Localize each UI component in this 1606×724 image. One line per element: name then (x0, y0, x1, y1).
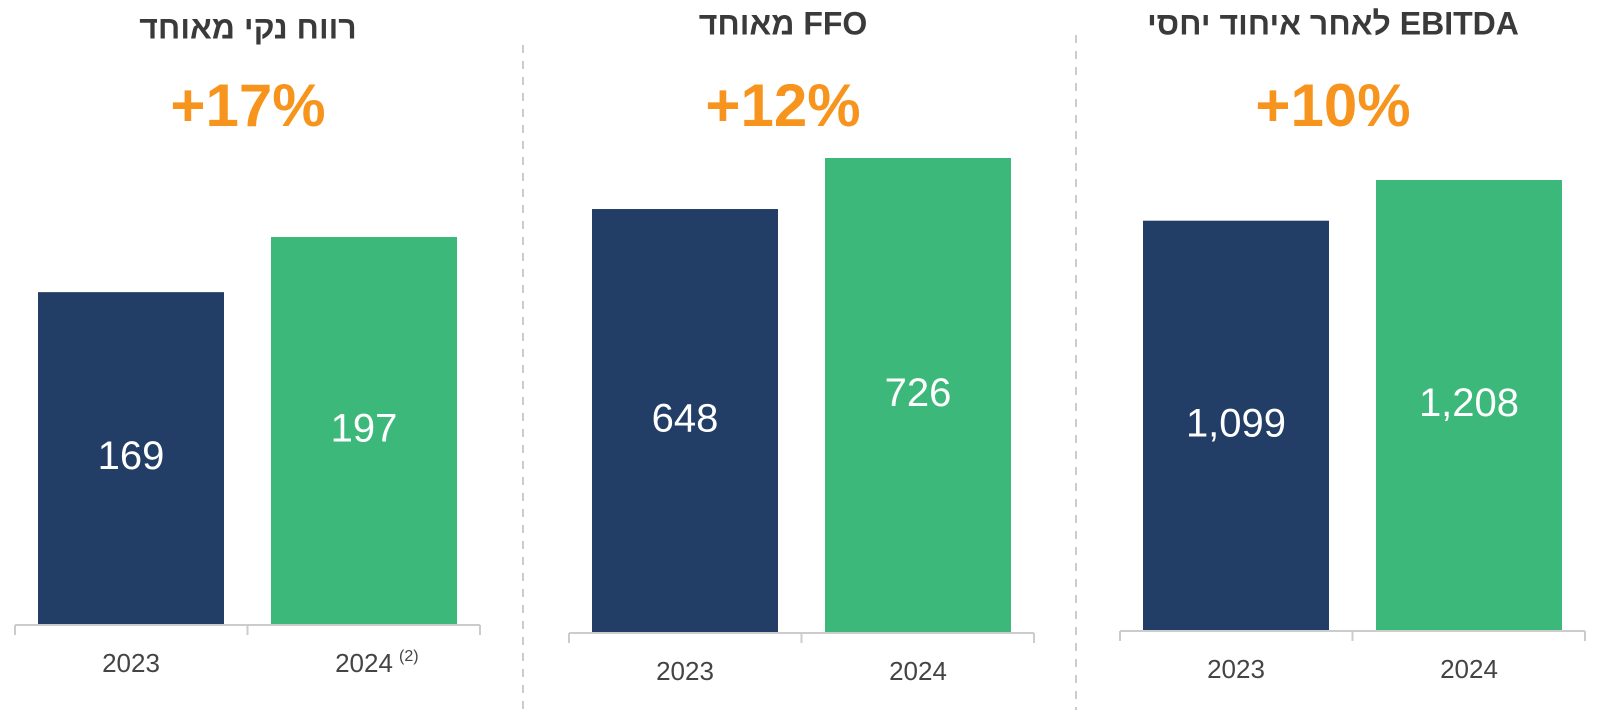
value-label: 1,208 (1419, 381, 1519, 425)
x-tick-label: 2024 (889, 656, 947, 686)
bar (1376, 180, 1562, 631)
value-label: 169 (98, 434, 165, 478)
x-tick-label: 2023 (656, 656, 714, 686)
bar (825, 158, 1011, 633)
footnote: (2) (399, 648, 419, 665)
x-tick-label: 2023 (102, 648, 160, 678)
x-tick-label: 2024 (1440, 654, 1498, 684)
value-label: 1,099 (1186, 401, 1286, 445)
growth-label: +12% (705, 72, 860, 139)
x-tick-label: 2024 (335, 648, 393, 678)
chart-title: EBITDA לאחר איחוד יחסי (1147, 5, 1519, 41)
bar (1143, 220, 1329, 632)
bar (592, 209, 778, 633)
x-tick-label: 2023 (1207, 654, 1265, 684)
value-label: 648 (652, 397, 719, 441)
bar (271, 237, 457, 625)
growth-label: +17% (170, 72, 325, 139)
chart-title: רווח נקי מאוחד (139, 9, 356, 45)
bar (38, 292, 224, 625)
chart-title: FFO מאוחד (699, 5, 868, 41)
value-label: 726 (885, 371, 952, 415)
value-label: 197 (331, 407, 398, 451)
growth-label: +10% (1255, 72, 1410, 139)
